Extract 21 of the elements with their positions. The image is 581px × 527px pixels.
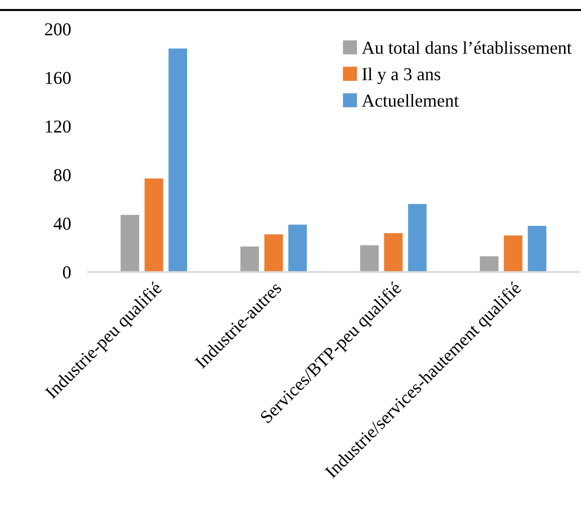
bar [288, 224, 307, 272]
y-tick-label: 40 [54, 218, 71, 230]
bar [168, 48, 188, 272]
legend-label: Actuellement [362, 94, 459, 107]
bar [240, 246, 259, 272]
bar [384, 233, 403, 272]
bar [504, 236, 522, 272]
bar [528, 226, 546, 272]
y-tick-label: 120 [46, 120, 71, 133]
legend-label: Au total dans l’établissement [362, 41, 572, 54]
bar [480, 256, 498, 272]
y-tick-label: 200 [45, 23, 71, 36]
bar [144, 178, 164, 272]
bar [120, 214, 140, 272]
bar [264, 234, 283, 272]
y-tick-label: 0 [62, 266, 71, 278]
legend-label: Il y a 3 ans [362, 68, 440, 84]
y-tick-label: 160 [46, 72, 71, 84]
bar [360, 245, 379, 272]
y-tick-label: 80 [54, 169, 71, 182]
bar [408, 204, 427, 272]
